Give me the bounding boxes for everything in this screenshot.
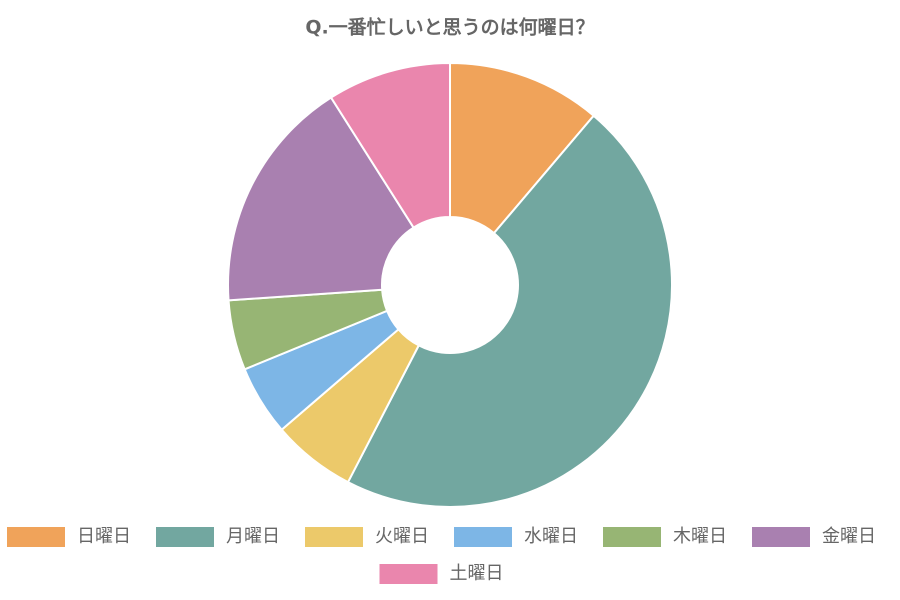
legend-swatch — [379, 564, 438, 584]
legend-label: 火曜日 — [375, 526, 429, 547]
legend-item[interactable]: 土曜日 — [379, 563, 504, 584]
legend-label: 木曜日 — [673, 526, 727, 547]
legend-swatch — [603, 527, 661, 547]
legend-label: 土曜日 — [450, 563, 504, 584]
legend-swatch — [305, 527, 363, 547]
legend-item[interactable]: 日曜日 — [7, 526, 131, 547]
legend-swatch — [752, 527, 810, 547]
legend-item[interactable]: 水曜日 — [454, 526, 578, 547]
legend-item[interactable]: 火曜日 — [305, 526, 429, 547]
legend-label: 月曜日 — [226, 526, 280, 547]
legend-swatch — [454, 527, 512, 547]
chart-title: Q.一番忙しいと思うのは何曜日？ — [305, 16, 594, 39]
legend-swatch — [156, 527, 214, 547]
slice — [449, 61, 596, 235]
legend-item[interactable]: 木曜日 — [603, 526, 727, 547]
slice — [346, 114, 673, 508]
slice — [329, 61, 451, 229]
legend-label: 金曜日 — [822, 526, 876, 547]
legend-swatch — [7, 527, 65, 547]
legend-label: 日曜日 — [77, 526, 131, 547]
slice — [227, 96, 415, 302]
legend-item[interactable]: 月曜日 — [156, 526, 280, 547]
legend-label: 水曜日 — [524, 526, 578, 547]
legend-item[interactable]: 金曜日 — [752, 526, 876, 547]
